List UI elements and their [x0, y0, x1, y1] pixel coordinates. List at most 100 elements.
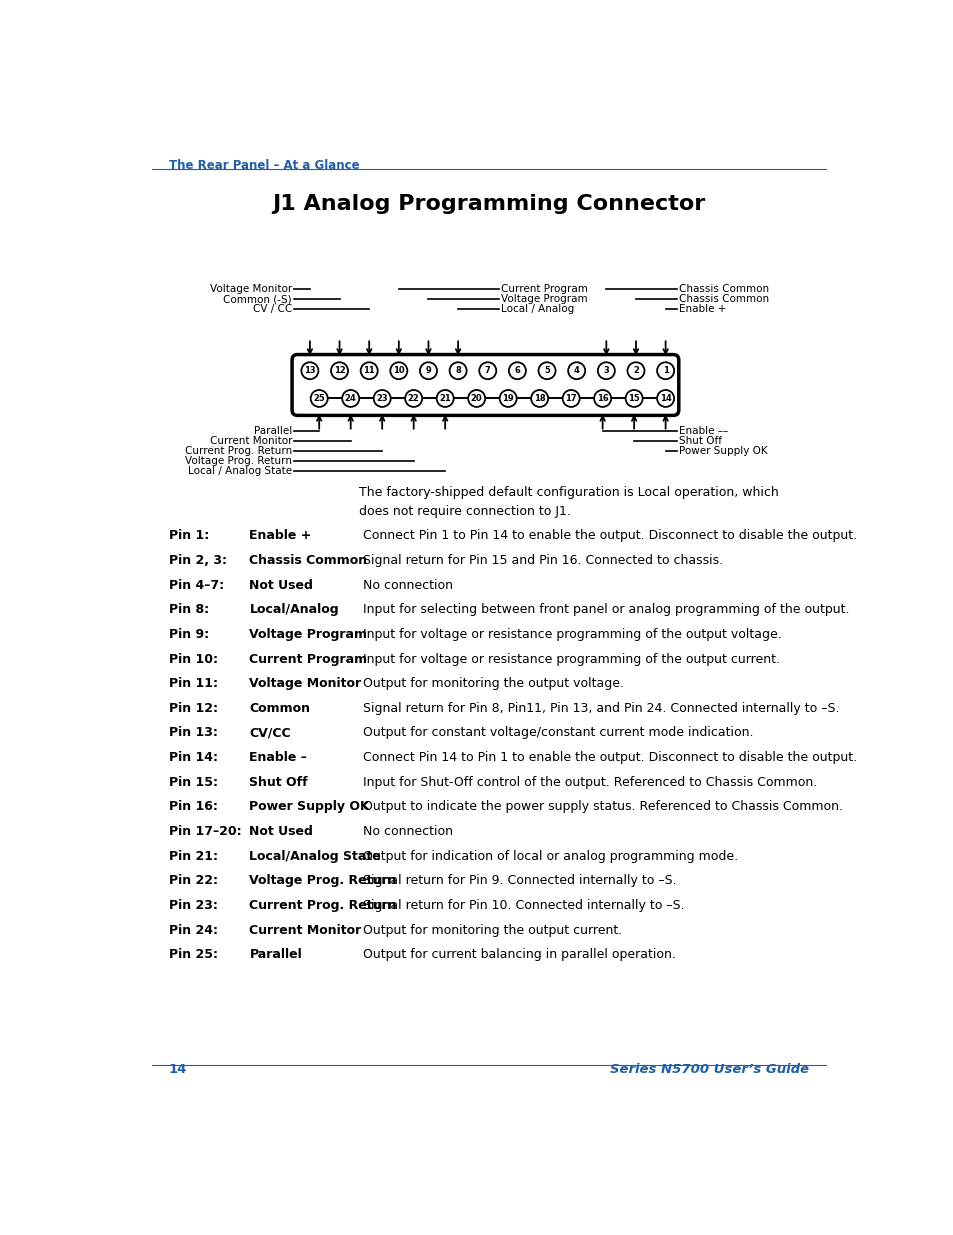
Text: Common: Common [249, 701, 310, 715]
Text: Connect Pin 14 to Pin 1 to enable the output. Disconnect to disable the output.: Connect Pin 14 to Pin 1 to enable the ou… [363, 751, 857, 764]
Text: 10: 10 [393, 367, 404, 375]
Text: 22: 22 [407, 394, 419, 403]
Text: Voltage Prog. Return: Voltage Prog. Return [249, 874, 396, 887]
Text: Signal return for Pin 10. Connected internally to –S.: Signal return for Pin 10. Connected inte… [363, 899, 684, 911]
Text: 17: 17 [565, 394, 577, 403]
Text: 12: 12 [334, 367, 345, 375]
Text: Pin 23:: Pin 23: [169, 899, 217, 911]
Text: Not Used: Not Used [249, 579, 313, 592]
Circle shape [374, 390, 391, 406]
Text: Pin 11:: Pin 11: [169, 677, 217, 690]
Text: Connect Pin 1 to Pin 14 to enable the output. Disconnect to disable the output.: Connect Pin 1 to Pin 14 to enable the ou… [363, 530, 857, 542]
Circle shape [531, 390, 548, 406]
Text: Input for selecting between front panel or analog programming of the output.: Input for selecting between front panel … [363, 603, 849, 616]
Text: The factory-shipped default configuration is Local operation, which
does not req: The factory-shipped default configuratio… [359, 487, 779, 517]
Text: Output to indicate the power supply status. Referenced to Chassis Common.: Output to indicate the power supply stat… [363, 800, 842, 814]
Text: Input for Shut-Off control of the output. Referenced to Chassis Common.: Input for Shut-Off control of the output… [363, 776, 817, 789]
Text: Current Monitor: Current Monitor [210, 436, 292, 446]
Text: Signal return for Pin 9. Connected internally to –S.: Signal return for Pin 9. Connected inter… [363, 874, 677, 887]
Text: 14: 14 [169, 1063, 187, 1076]
Text: Voltage Program: Voltage Program [249, 627, 367, 641]
Text: Parallel: Parallel [249, 948, 302, 961]
Text: Current Program: Current Program [500, 284, 587, 294]
Text: Output for monitoring the output voltage.: Output for monitoring the output voltage… [363, 677, 623, 690]
Text: Input for voltage or resistance programming of the output current.: Input for voltage or resistance programm… [363, 652, 780, 666]
Text: 3: 3 [603, 367, 609, 375]
Text: Local/Analog: Local/Analog [249, 603, 338, 616]
Text: Parallel: Parallel [253, 426, 292, 436]
Text: Output for constant voltage/constant current mode indication.: Output for constant voltage/constant cur… [363, 726, 753, 740]
Text: No connection: No connection [363, 579, 453, 592]
Text: 25: 25 [313, 394, 325, 403]
FancyBboxPatch shape [292, 354, 679, 415]
Text: Signal return for Pin 15 and Pin 16. Connected to chassis.: Signal return for Pin 15 and Pin 16. Con… [363, 555, 722, 567]
Text: Enable +: Enable + [249, 530, 312, 542]
Text: 7: 7 [484, 367, 490, 375]
Text: Not Used: Not Used [249, 825, 313, 839]
Text: Pin 24:: Pin 24: [169, 924, 217, 936]
Text: 1: 1 [662, 367, 668, 375]
Text: Pin 25:: Pin 25: [169, 948, 217, 961]
Text: Power Supply OK: Power Supply OK [249, 800, 370, 814]
Circle shape [405, 390, 422, 406]
Circle shape [311, 390, 328, 406]
Text: Pin 13:: Pin 13: [169, 726, 217, 740]
Text: Chassis Common: Chassis Common [249, 555, 367, 567]
Text: Series N5700 User’s Guide: Series N5700 User’s Guide [609, 1063, 808, 1076]
Text: 23: 23 [376, 394, 388, 403]
Text: 16: 16 [597, 394, 608, 403]
Text: Voltage Monitor: Voltage Monitor [249, 677, 361, 690]
Text: Pin 22:: Pin 22: [169, 874, 217, 887]
Circle shape [568, 362, 584, 379]
Circle shape [331, 362, 348, 379]
Text: Pin 9:: Pin 9: [169, 627, 209, 641]
Text: Output for current balancing in parallel operation.: Output for current balancing in parallel… [363, 948, 676, 961]
Text: Voltage Monitor: Voltage Monitor [210, 284, 292, 294]
Circle shape [562, 390, 579, 406]
Text: Current Prog. Return: Current Prog. Return [185, 446, 292, 456]
Circle shape [419, 362, 436, 379]
Text: Common (-S): Common (-S) [223, 294, 292, 304]
Text: Signal return for Pin 8, Pin11, Pin 13, and Pin 24. Connected internally to –S.: Signal return for Pin 8, Pin11, Pin 13, … [363, 701, 839, 715]
Text: Power Supply OK: Power Supply OK [679, 446, 766, 456]
Circle shape [436, 390, 454, 406]
Text: 8: 8 [455, 367, 460, 375]
Text: Pin 10:: Pin 10: [169, 652, 217, 666]
Text: 18: 18 [534, 394, 545, 403]
Circle shape [625, 390, 642, 406]
Text: 15: 15 [628, 394, 639, 403]
Text: Output for indication of local or analog programming mode.: Output for indication of local or analog… [363, 850, 738, 863]
Text: 13: 13 [304, 367, 315, 375]
Text: Pin 2, 3:: Pin 2, 3: [169, 555, 227, 567]
Text: 21: 21 [438, 394, 451, 403]
Text: Pin 1:: Pin 1: [169, 530, 209, 542]
Text: Current Monitor: Current Monitor [249, 924, 361, 936]
Text: Enable –: Enable – [249, 751, 307, 764]
Text: Voltage Program: Voltage Program [500, 294, 586, 304]
Text: Pin 12:: Pin 12: [169, 701, 217, 715]
Circle shape [657, 362, 674, 379]
Text: 24: 24 [344, 394, 356, 403]
Text: Output for monitoring the output current.: Output for monitoring the output current… [363, 924, 622, 936]
Text: 20: 20 [471, 394, 482, 403]
Text: Chassis Common: Chassis Common [679, 294, 768, 304]
Circle shape [657, 390, 674, 406]
Text: 9: 9 [425, 367, 431, 375]
Circle shape [360, 362, 377, 379]
Circle shape [627, 362, 644, 379]
Text: CV / CC: CV / CC [253, 304, 292, 314]
Text: Shut Off: Shut Off [679, 436, 721, 446]
Circle shape [342, 390, 359, 406]
Text: 19: 19 [502, 394, 514, 403]
Text: Enable ––: Enable –– [679, 426, 727, 436]
Text: Pin 17–20:: Pin 17–20: [169, 825, 241, 839]
Text: 11: 11 [363, 367, 375, 375]
Text: 2: 2 [633, 367, 639, 375]
Text: J1 Analog Programming Connector: J1 Analog Programming Connector [272, 194, 705, 215]
Circle shape [390, 362, 407, 379]
Text: Pin 4–7:: Pin 4–7: [169, 579, 224, 592]
Text: 6: 6 [514, 367, 519, 375]
Text: Local/Analog State: Local/Analog State [249, 850, 381, 863]
Text: Voltage Prog. Return: Voltage Prog. Return [185, 456, 292, 466]
Text: 5: 5 [543, 367, 550, 375]
